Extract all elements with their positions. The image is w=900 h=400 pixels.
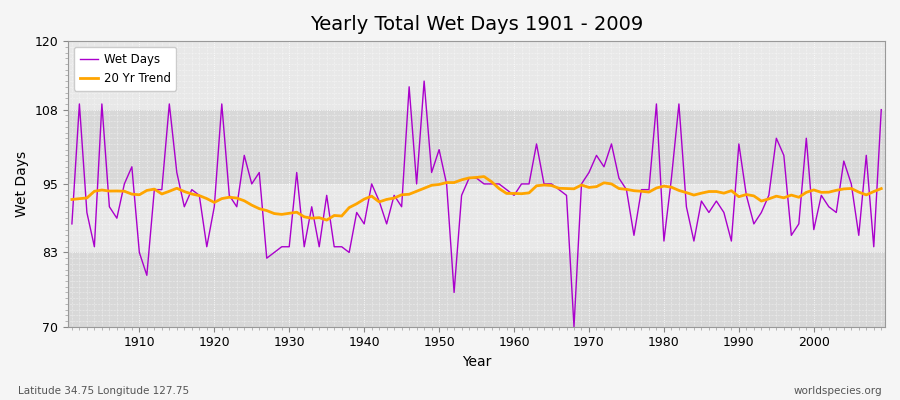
Bar bbox=[68, 252, 885, 327]
Wet Days bbox=[569, 324, 580, 329]
20 Yr Trend bbox=[67, 197, 77, 202]
20 Yr Trend bbox=[876, 186, 886, 191]
Y-axis label: Wet Days: Wet Days bbox=[15, 151, 29, 217]
Bar bbox=[68, 184, 885, 252]
Legend: Wet Days, 20 Yr Trend: Wet Days, 20 Yr Trend bbox=[74, 47, 176, 91]
Wet Days bbox=[292, 170, 302, 175]
20 Yr Trend bbox=[344, 205, 355, 210]
Line: Wet Days: Wet Days bbox=[72, 81, 881, 327]
Wet Days bbox=[418, 79, 429, 84]
20 Yr Trend bbox=[321, 218, 332, 222]
Wet Days bbox=[337, 244, 347, 249]
Title: Yearly Total Wet Days 1901 - 2009: Yearly Total Wet Days 1901 - 2009 bbox=[310, 15, 644, 34]
Text: worldspecies.org: worldspecies.org bbox=[794, 386, 882, 396]
Wet Days bbox=[876, 107, 886, 112]
20 Yr Trend bbox=[516, 191, 526, 196]
Line: 20 Yr Trend: 20 Yr Trend bbox=[72, 176, 881, 220]
20 Yr Trend bbox=[614, 186, 625, 191]
20 Yr Trend bbox=[292, 210, 302, 215]
Wet Days bbox=[67, 222, 77, 226]
20 Yr Trend bbox=[479, 174, 490, 179]
Text: Latitude 34.75 Longitude 127.75: Latitude 34.75 Longitude 127.75 bbox=[18, 386, 189, 396]
Bar bbox=[68, 110, 885, 184]
Wet Days bbox=[127, 164, 138, 169]
Wet Days bbox=[508, 193, 519, 198]
Bar bbox=[68, 41, 885, 110]
20 Yr Trend bbox=[127, 192, 138, 196]
20 Yr Trend bbox=[524, 190, 535, 195]
X-axis label: Year: Year bbox=[462, 355, 491, 369]
Wet Days bbox=[614, 176, 625, 181]
Wet Days bbox=[516, 182, 526, 186]
